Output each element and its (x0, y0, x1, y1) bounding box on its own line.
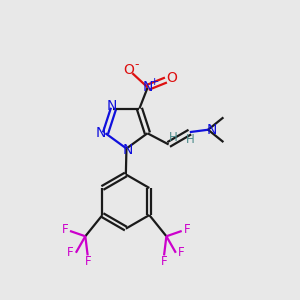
Text: +: + (149, 77, 159, 87)
Text: F: F (67, 246, 74, 259)
Text: O: O (123, 63, 134, 77)
Text: F: F (161, 255, 168, 268)
Text: N: N (107, 99, 117, 113)
Text: F: F (178, 246, 184, 259)
Text: N: N (142, 80, 153, 94)
Text: N: N (123, 143, 133, 157)
Text: -: - (134, 58, 139, 71)
Text: N: N (96, 126, 106, 140)
Text: F: F (184, 223, 190, 236)
Text: N: N (206, 123, 217, 137)
Text: F: F (61, 223, 68, 236)
Text: F: F (85, 255, 91, 268)
Text: H: H (169, 131, 178, 145)
Text: O: O (166, 71, 177, 85)
Text: H: H (186, 133, 195, 146)
